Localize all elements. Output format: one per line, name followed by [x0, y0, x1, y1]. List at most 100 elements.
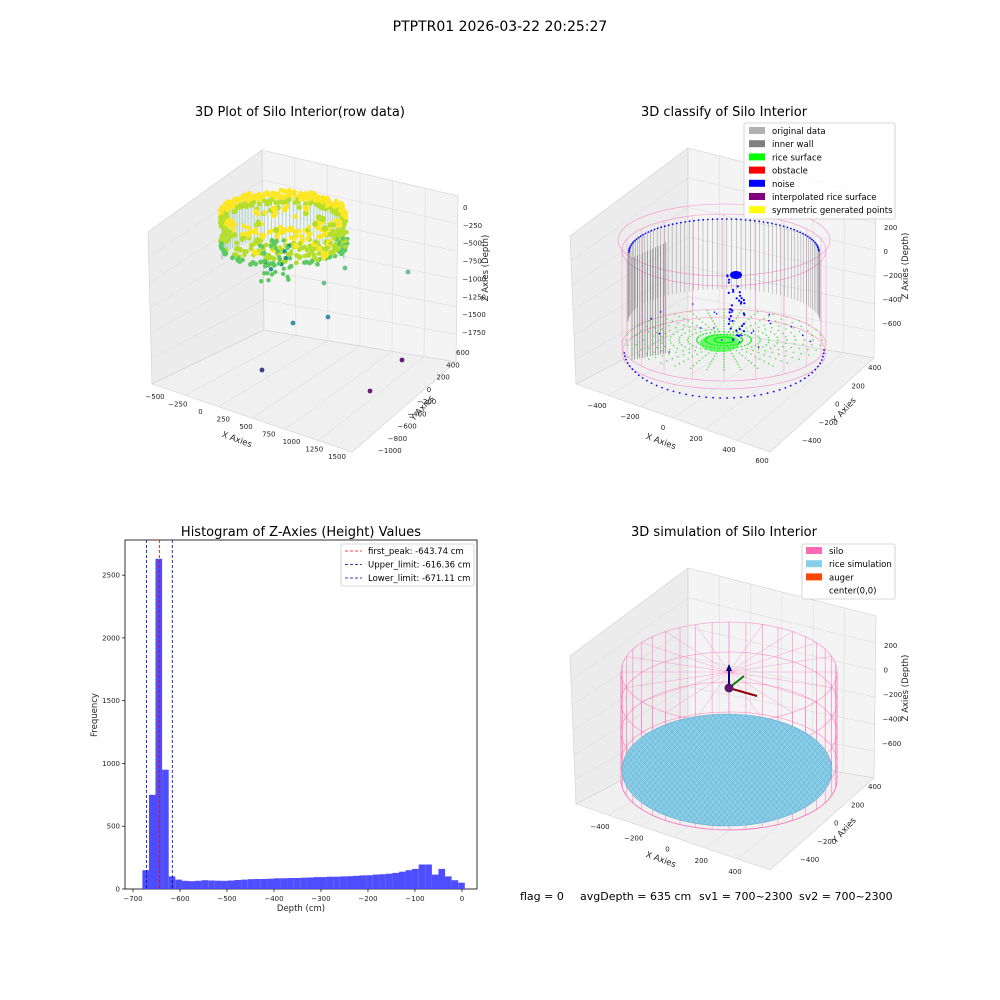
panel-raw-title: 3D Plot of Silo Interior(row data) [195, 105, 405, 120]
classified-points [617, 203, 831, 399]
side-point [337, 242, 342, 247]
noise-point [685, 393, 687, 396]
noise-point [822, 352, 825, 355]
roof-spoke [641, 642, 730, 673]
rice-surface-point [772, 365, 774, 367]
rice-surface-point [778, 325, 780, 327]
y-tick-label: 0 [116, 886, 120, 894]
rice-surface-point [785, 328, 787, 330]
inner-point [297, 254, 303, 260]
noise-point [775, 223, 777, 226]
rice-surface-point [751, 346, 753, 348]
noise-point [762, 221, 765, 223]
noise-point [810, 238, 813, 241]
y-axis-label: Frequency [90, 693, 100, 737]
noise-point [624, 355, 626, 358]
rice-surface-point [750, 362, 753, 364]
noise-point [666, 388, 669, 391]
ring-point [309, 249, 315, 254]
tick-label: 200 [884, 642, 897, 650]
ring-point [227, 229, 233, 235]
rice-surface-point [774, 358, 777, 360]
rice-surface-point [750, 324, 752, 327]
drip-point [270, 261, 276, 266]
rice-surface-point [765, 343, 768, 346]
side-point [331, 251, 336, 256]
rice-surface-point [654, 356, 657, 359]
rice-surface-point [741, 339, 744, 341]
noise-point [721, 218, 723, 220]
tick-label: 400 [868, 364, 881, 372]
noise-point [807, 374, 810, 377]
rice-surface-point [661, 350, 663, 352]
noise-point [739, 294, 742, 297]
rice-surface-point [776, 342, 778, 344]
noise-point [768, 319, 770, 322]
ring-point [230, 204, 236, 209]
rice-surface-point [696, 353, 698, 356]
rice-surface-point [678, 362, 681, 365]
rice-surface-point [746, 330, 749, 333]
rice-surface-point [665, 318, 668, 320]
rice-surface-point [723, 317, 725, 319]
rice-surface-point [631, 328, 633, 331]
rice-surface-point [800, 325, 802, 328]
noise-point [766, 392, 769, 395]
rice-surface-point [681, 328, 684, 331]
y-tick-label: 2500 [102, 572, 120, 580]
reference-lines [146, 540, 173, 889]
ring-point [245, 225, 251, 231]
rice-surface-point [646, 325, 648, 328]
tick-label: 0 [884, 248, 888, 256]
noise-point [743, 313, 746, 316]
rice-surface-point [728, 330, 730, 333]
noise-point [817, 248, 820, 250]
noise-point [730, 311, 733, 313]
drip-point [274, 239, 279, 244]
rice-surface-point [686, 339, 689, 341]
x-tick-label: −100 [405, 895, 424, 903]
side-point [328, 231, 332, 236]
histogram-bar [241, 879, 248, 889]
noise-point [738, 341, 741, 344]
histogram-bar [155, 558, 163, 889]
y-tick-label: 2000 [102, 634, 120, 642]
ring-point [311, 252, 317, 258]
rice-surface-point [656, 346, 658, 349]
noise-point [740, 300, 743, 304]
outlier-point [259, 367, 265, 373]
rice-surface-point [759, 358, 761, 360]
rice-surface-point [642, 339, 645, 341]
outlier-point [321, 280, 327, 286]
noise-point [741, 324, 744, 328]
side-point [333, 231, 338, 236]
noise-point [804, 234, 807, 236]
rice-surface-point [672, 344, 675, 347]
rice-surface-point [699, 335, 701, 337]
y-tick-label: 1500 [102, 697, 120, 705]
rice-surface-point [723, 328, 725, 330]
rice-surface-point [710, 360, 713, 363]
rice-surface-point [736, 331, 739, 334]
tick-label: 0 [661, 424, 665, 432]
noise-point [735, 218, 738, 221]
ring-point [333, 218, 339, 223]
rice-surface-point [682, 353, 685, 356]
rice-surface-point [785, 339, 788, 341]
noise-point [740, 297, 743, 300]
noise-point [631, 242, 633, 245]
ring-point [299, 234, 305, 239]
rice-surface-point [688, 326, 691, 329]
rice-surface-point [664, 345, 666, 348]
noise-point [823, 349, 825, 351]
noise-point [716, 218, 719, 221]
avg-depth-text: avgDepth = 635 cm [580, 890, 691, 903]
noise-point [736, 285, 739, 288]
tick-label: −1250 [462, 293, 486, 301]
histogram-bar [313, 877, 321, 889]
noise-point [693, 219, 695, 222]
noise-point [750, 332, 753, 334]
rice-surface-point [681, 349, 684, 352]
ring-point [248, 242, 254, 248]
noise-point [699, 327, 702, 329]
